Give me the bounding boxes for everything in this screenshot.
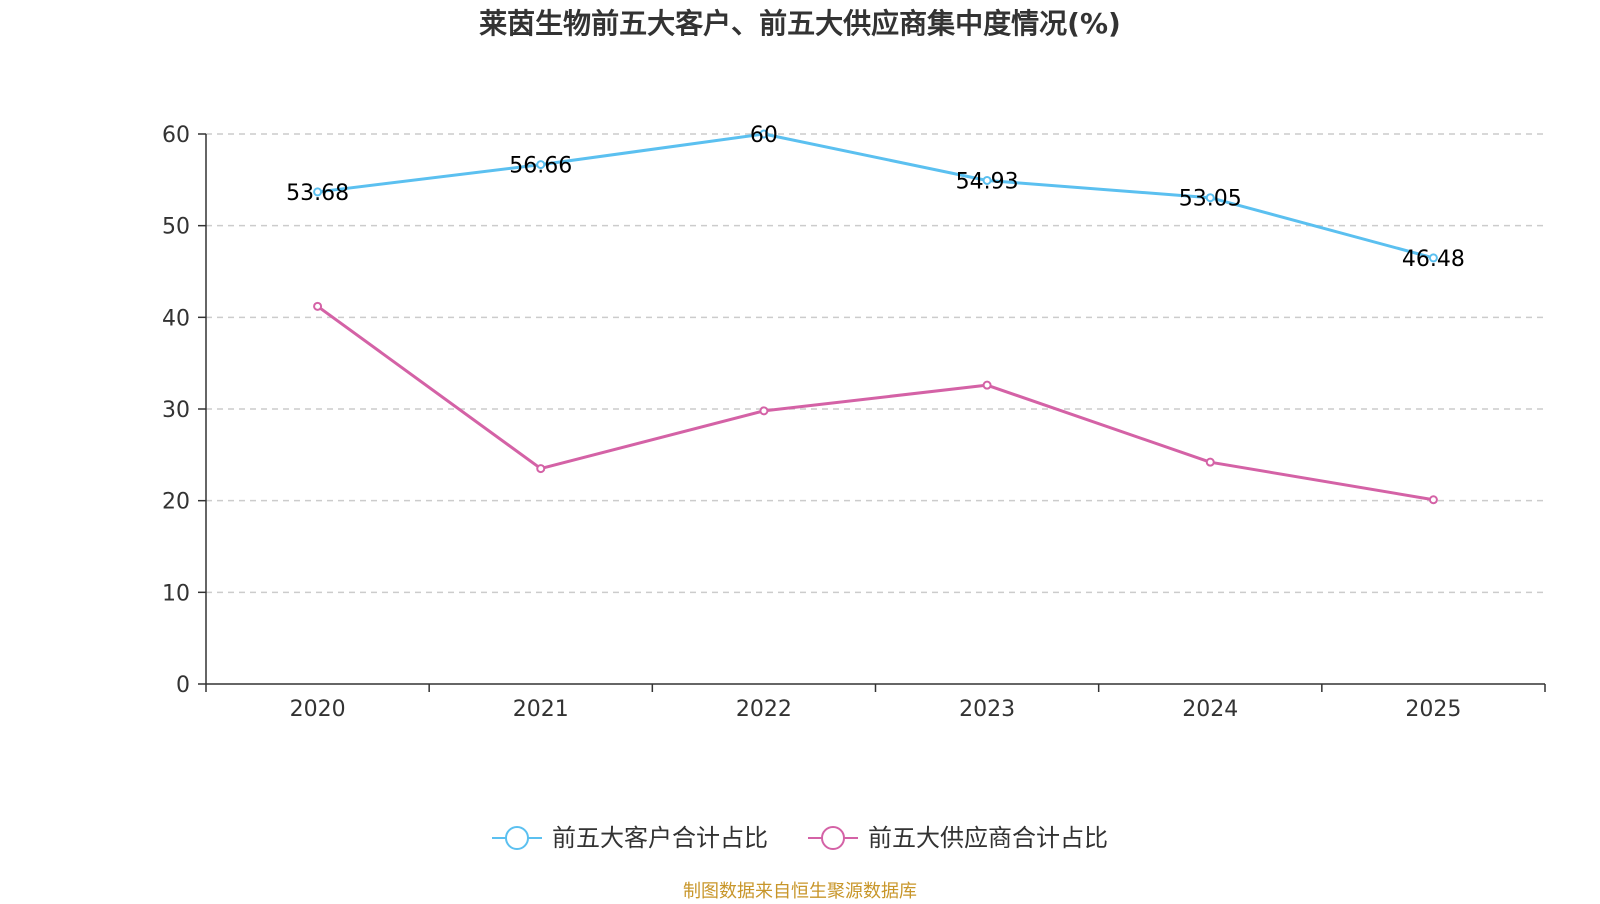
data-label-2024: 53.05 — [1179, 187, 1242, 212]
y-tick-label-50: 50 — [162, 215, 190, 240]
series-0-point-2024[interactable] — [1205, 193, 1215, 203]
series-1-point-2024[interactable] — [1205, 457, 1215, 467]
grid-lines — [206, 133, 1545, 594]
x-tick-label-2022: 2022 — [736, 697, 792, 722]
series-0-point-2022[interactable] — [759, 129, 769, 139]
series-line-1 — [316, 305, 1434, 502]
series-0-point-2020[interactable] — [313, 187, 323, 197]
source-note: 制图数据来自恒生聚源数据库 — [683, 881, 917, 900]
series-1-point-2025[interactable] — [1428, 495, 1438, 505]
legend-item-1[interactable]: 前五大供应商合计占比 — [808, 824, 1108, 852]
data-label-2022: 60 — [750, 123, 778, 148]
axes: 0 10 20 30 40 50 60 2020 2021 2022 2023 2024 2025 — [162, 123, 1546, 722]
y-tick-label-20: 20 — [162, 490, 190, 515]
y-tick-label-0: 0 — [176, 673, 190, 698]
data-labels: 53.68 56.66 60 54.93 53.05 46.48 — [286, 123, 1465, 272]
series-lines — [313, 129, 1438, 505]
series-1-point-2023[interactable] — [982, 380, 992, 390]
data-label-2021: 56.66 — [509, 154, 572, 179]
legend-label: 前五大供应商合计占比 — [868, 824, 1108, 852]
x-tick-label-2021: 2021 — [513, 697, 569, 722]
chart-title: 莱茵生物前五大客户、前五大供应商集中度情况(%) — [479, 7, 1121, 40]
legend-label: 前五大客户合计占比 — [552, 824, 768, 852]
data-label-2025: 46.48 — [1402, 247, 1465, 272]
series-1-point-2020[interactable] — [313, 301, 323, 311]
y-tick-label-10: 10 — [162, 581, 190, 606]
data-label-2023: 54.93 — [956, 169, 1019, 194]
series-1-point-2022[interactable] — [759, 406, 769, 416]
data-label-2020: 53.68 — [286, 181, 349, 206]
y-tick-label-60: 60 — [162, 123, 190, 148]
series-1-point-2021[interactable] — [536, 464, 546, 474]
legend: 前五大客户合计占比 前五大供应商合计占比 — [492, 824, 1108, 852]
series-0-point-2023[interactable] — [982, 175, 992, 185]
y-tick-label-30: 30 — [162, 398, 190, 423]
x-tick-label-2025: 2025 — [1405, 697, 1461, 722]
x-tick-label-2023: 2023 — [959, 697, 1015, 722]
y-tick-label-40: 40 — [162, 306, 190, 331]
x-tick-label-2024: 2024 — [1182, 697, 1238, 722]
series-0-point-2025[interactable] — [1428, 253, 1438, 263]
legend-marker-icon — [505, 826, 529, 850]
x-tick-label-2020: 2020 — [290, 697, 346, 722]
series-0-point-2021[interactable] — [536, 160, 546, 170]
legend-item-0[interactable]: 前五大客户合计占比 — [492, 824, 768, 852]
series-line-0 — [317, 132, 1434, 260]
legend-marker-icon — [821, 826, 845, 850]
